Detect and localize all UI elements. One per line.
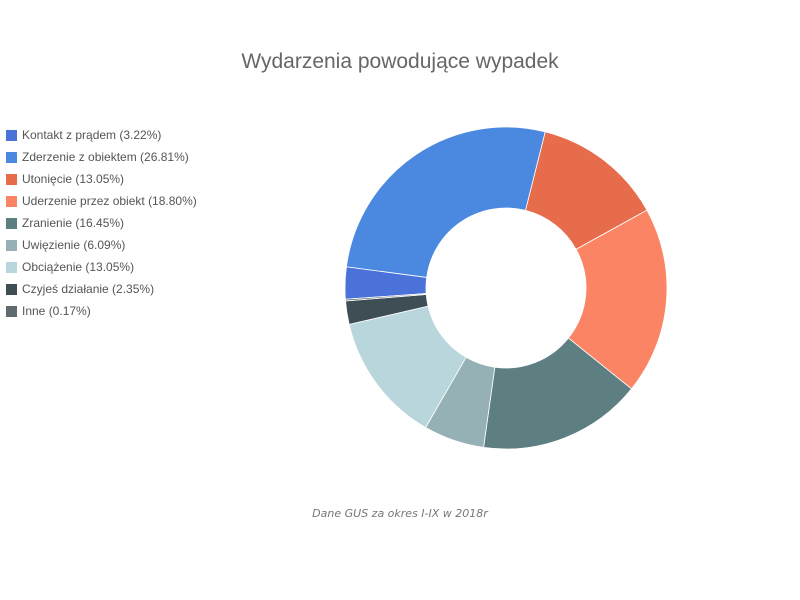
legend-swatch <box>6 195 17 207</box>
legend-item-uwiezienie[interactable]: Uwięzienie (6.09%) <box>6 234 197 256</box>
legend-item-kontakt-z-pradem[interactable]: Kontakt z prądem (3.22%) <box>6 124 197 146</box>
legend-label: Uwięzienie (6.09%) <box>22 238 126 252</box>
legend-swatch <box>6 283 17 295</box>
legend-item-utoniecie[interactable]: Utonięcie (13.05%) <box>6 168 197 190</box>
legend-label: Zranienie (16.45%) <box>22 216 125 230</box>
legend-item-obciazenie[interactable]: Obciążenie (13.05%) <box>6 256 197 278</box>
legend-item-inne[interactable]: Inne (0.17%) <box>6 300 197 322</box>
legend-swatch <box>6 151 17 163</box>
legend-swatch <box>6 129 17 141</box>
legend-label: Czyjeś działanie (2.35%) <box>22 282 155 296</box>
legend-swatch <box>6 217 17 229</box>
legend-label: Obciążenie (13.05%) <box>22 260 135 274</box>
legend-item-zderzenie-z-obiektem[interactable]: Zderzenie z obiektem (26.81%) <box>6 146 197 168</box>
legend-item-zranienie[interactable]: Zranienie (16.45%) <box>6 212 197 234</box>
slice-uderzenie-przez-obiekt[interactable] <box>567 209 668 390</box>
legend-swatch <box>6 261 17 273</box>
legend-swatch <box>6 305 17 317</box>
legend-label: Uderzenie przez obiekt (18.80%) <box>22 194 197 208</box>
legend-item-czyjes-dzialanie[interactable]: Czyjeś działanie (2.35%) <box>6 278 197 300</box>
legend-label: Utonięcie (13.05%) <box>22 172 125 186</box>
legend-label: Kontakt z prądem (3.22%) <box>22 128 162 142</box>
slice-zderzenie-z-obiektem[interactable] <box>345 126 546 278</box>
source-note: Dane GUS za okres I-IX w 2018r <box>312 507 488 520</box>
chart-title: Wydarzenia powodujące wypadek <box>241 50 559 73</box>
legend-label: Zderzenie z obiektem (26.81%) <box>22 150 189 164</box>
slice-inne[interactable] <box>344 293 427 302</box>
legend-swatch <box>6 173 17 185</box>
legend-swatch <box>6 239 17 251</box>
legend-label: Inne (0.17%) <box>22 304 91 318</box>
chart-legend: Kontakt z prądem (3.22%) Zderzenie z obie… <box>6 124 197 322</box>
legend-item-uderzenie-przez-obiekt[interactable]: Uderzenie przez obiekt (18.80%) <box>6 190 197 212</box>
